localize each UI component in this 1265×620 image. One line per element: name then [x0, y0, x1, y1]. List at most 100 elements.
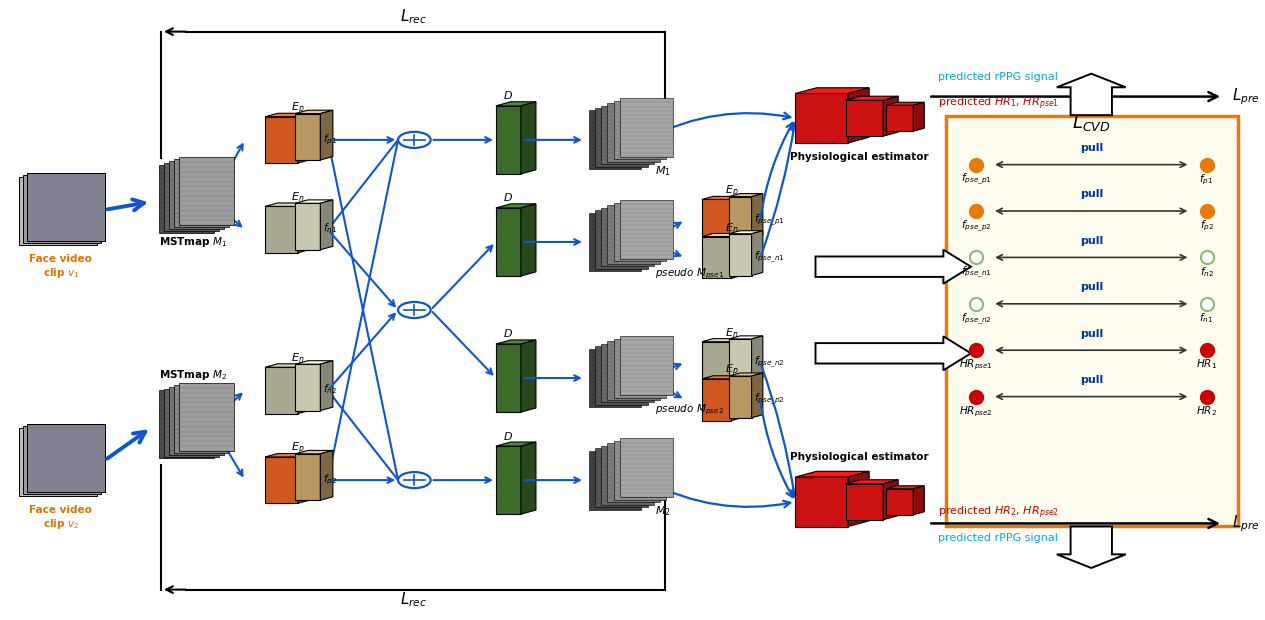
Polygon shape	[845, 100, 883, 136]
FancyArrow shape	[816, 250, 972, 284]
Text: $f_{pse\_p1}$: $f_{pse\_p1}$	[754, 213, 784, 228]
Polygon shape	[266, 364, 310, 367]
Polygon shape	[702, 237, 731, 278]
Point	[1197, 392, 1217, 402]
Polygon shape	[702, 234, 743, 237]
Polygon shape	[614, 441, 667, 500]
Polygon shape	[729, 339, 751, 381]
Polygon shape	[266, 206, 297, 253]
Polygon shape	[297, 453, 310, 503]
Polygon shape	[601, 105, 654, 164]
Text: $D$: $D$	[503, 327, 514, 340]
Text: $HR_2$: $HR_2$	[1197, 404, 1217, 418]
Polygon shape	[886, 102, 925, 105]
Polygon shape	[178, 157, 234, 225]
Polygon shape	[521, 102, 536, 174]
Text: $L_{CVD}$: $L_{CVD}$	[1071, 112, 1111, 133]
Polygon shape	[751, 231, 763, 275]
Text: pull: pull	[1079, 236, 1103, 246]
Text: $f_{pse\_p1}$: $f_{pse\_p1}$	[960, 172, 992, 187]
Text: MSTmap $M_2$: MSTmap $M_2$	[159, 368, 228, 382]
Text: $f_{n1}$: $f_{n1}$	[1199, 311, 1213, 325]
Polygon shape	[751, 336, 763, 381]
Polygon shape	[158, 391, 214, 458]
Text: $f_{n2}$: $f_{n2}$	[1199, 265, 1213, 278]
FancyBboxPatch shape	[23, 175, 101, 243]
Point	[965, 345, 985, 355]
Text: $L_{rec}$: $L_{rec}$	[400, 590, 426, 609]
FancyBboxPatch shape	[27, 424, 105, 492]
Polygon shape	[913, 102, 925, 131]
Point	[1197, 206, 1217, 216]
Text: $f_{n2}$: $f_{n2}$	[323, 383, 336, 396]
Point	[1197, 252, 1217, 262]
Polygon shape	[496, 102, 536, 106]
Polygon shape	[295, 364, 320, 410]
Point	[1197, 160, 1217, 170]
FancyBboxPatch shape	[19, 177, 97, 245]
Polygon shape	[614, 100, 667, 159]
Polygon shape	[886, 105, 913, 131]
Text: $E_p$: $E_p$	[725, 363, 739, 379]
Polygon shape	[886, 486, 925, 489]
Polygon shape	[320, 450, 333, 500]
Text: pull: pull	[1079, 143, 1103, 153]
Polygon shape	[163, 163, 219, 231]
Polygon shape	[588, 348, 641, 407]
Polygon shape	[729, 234, 751, 275]
Polygon shape	[607, 341, 660, 400]
Circle shape	[398, 132, 430, 148]
Polygon shape	[702, 200, 731, 241]
Polygon shape	[295, 361, 333, 364]
Polygon shape	[295, 203, 320, 250]
Text: $L_{rec}$: $L_{rec}$	[400, 7, 426, 27]
Polygon shape	[751, 193, 763, 239]
Polygon shape	[729, 373, 763, 376]
Text: predicted rPPG signal: predicted rPPG signal	[939, 72, 1059, 82]
Polygon shape	[620, 98, 673, 157]
FancyArrow shape	[816, 336, 972, 370]
Polygon shape	[496, 204, 536, 208]
Text: $E_p$: $E_p$	[725, 184, 739, 200]
Polygon shape	[848, 88, 869, 143]
Text: $f_{pse\_n2}$: $f_{pse\_n2}$	[960, 311, 992, 327]
Text: MSTmap $M_1$: MSTmap $M_1$	[159, 235, 228, 249]
Polygon shape	[751, 373, 763, 418]
Text: $f_{p2}$: $f_{p2}$	[1199, 219, 1213, 233]
Text: predicted $HR_1$, $HR_{pse1}$: predicted $HR_1$, $HR_{pse1}$	[939, 95, 1059, 112]
Text: $E_n$: $E_n$	[291, 352, 305, 365]
Circle shape	[398, 472, 430, 488]
Polygon shape	[496, 208, 521, 276]
Polygon shape	[731, 234, 743, 278]
Polygon shape	[883, 96, 898, 136]
Text: Physiological estimator: Physiological estimator	[791, 452, 929, 462]
Polygon shape	[845, 96, 898, 100]
Polygon shape	[320, 200, 333, 250]
Polygon shape	[601, 208, 654, 267]
Polygon shape	[620, 438, 673, 497]
Polygon shape	[702, 339, 743, 342]
Polygon shape	[496, 106, 521, 174]
Polygon shape	[731, 197, 743, 241]
Polygon shape	[883, 480, 898, 520]
Polygon shape	[595, 448, 648, 507]
Polygon shape	[168, 161, 224, 229]
Polygon shape	[266, 367, 297, 414]
Polygon shape	[601, 446, 654, 505]
Text: pull: pull	[1079, 375, 1103, 385]
Text: $E_n$: $E_n$	[725, 326, 739, 340]
FancyArrow shape	[1056, 526, 1126, 568]
Polygon shape	[595, 346, 648, 405]
FancyBboxPatch shape	[23, 426, 101, 494]
Text: $HR_1$: $HR_1$	[1197, 358, 1217, 371]
Polygon shape	[266, 457, 297, 503]
Polygon shape	[173, 159, 229, 227]
Polygon shape	[796, 471, 869, 477]
Polygon shape	[729, 197, 751, 239]
Polygon shape	[607, 443, 660, 502]
Polygon shape	[702, 376, 743, 379]
Polygon shape	[297, 203, 310, 253]
Polygon shape	[295, 450, 333, 454]
Polygon shape	[796, 88, 869, 94]
Polygon shape	[496, 446, 521, 514]
